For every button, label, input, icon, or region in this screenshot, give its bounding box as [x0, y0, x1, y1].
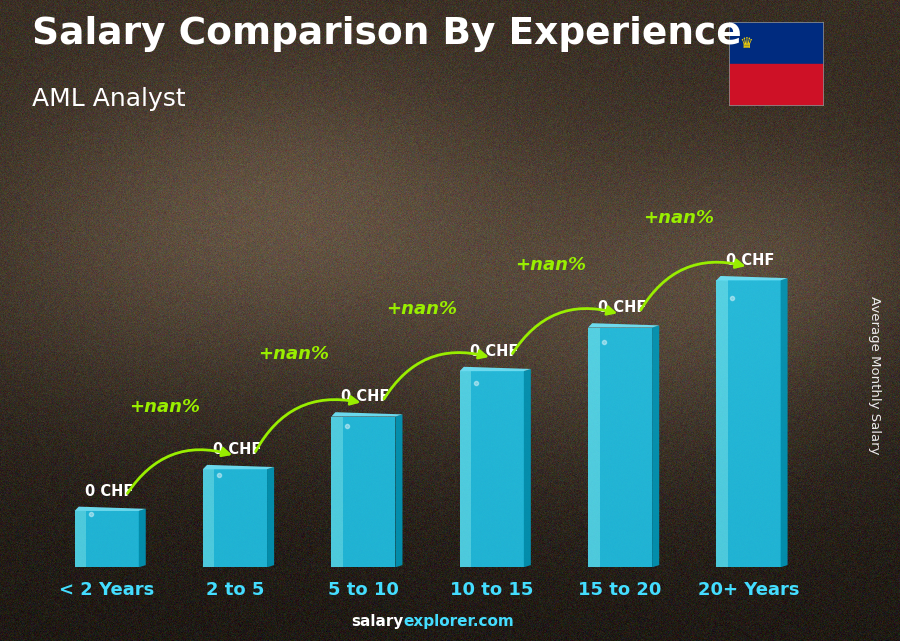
Polygon shape [588, 323, 659, 328]
Text: AML Analyst: AML Analyst [32, 87, 185, 110]
Text: Average Monthly Salary: Average Monthly Salary [868, 296, 881, 454]
Text: +nan%: +nan% [515, 256, 586, 274]
Polygon shape [86, 511, 139, 567]
Text: 0 CHF: 0 CHF [213, 442, 261, 457]
Text: +nan%: +nan% [643, 209, 714, 227]
Polygon shape [202, 469, 214, 567]
Bar [729, 64, 824, 106]
Text: +nan%: +nan% [258, 345, 328, 363]
Polygon shape [588, 328, 599, 567]
Polygon shape [728, 280, 780, 567]
Text: 0 CHF: 0 CHF [598, 300, 646, 315]
Polygon shape [395, 414, 402, 567]
Polygon shape [331, 412, 402, 417]
Polygon shape [460, 371, 472, 567]
Polygon shape [652, 326, 659, 567]
Polygon shape [524, 369, 531, 567]
Polygon shape [75, 511, 86, 567]
Text: 0 CHF: 0 CHF [726, 253, 775, 268]
Text: 0 CHF: 0 CHF [85, 483, 133, 499]
Polygon shape [267, 467, 274, 567]
Polygon shape [472, 371, 524, 567]
Bar [729, 22, 824, 64]
Polygon shape [716, 280, 728, 567]
Polygon shape [214, 469, 267, 567]
Polygon shape [202, 465, 274, 469]
Text: +nan%: +nan% [130, 398, 201, 416]
Text: ♛: ♛ [739, 36, 752, 51]
Text: 0 CHF: 0 CHF [470, 344, 518, 359]
Polygon shape [460, 367, 531, 371]
Polygon shape [716, 276, 788, 280]
Text: 0 CHF: 0 CHF [341, 389, 390, 404]
Text: Salary Comparison By Experience: Salary Comparison By Experience [32, 16, 742, 52]
Polygon shape [343, 417, 395, 567]
Text: explorer.com: explorer.com [403, 615, 514, 629]
Polygon shape [139, 509, 146, 567]
Polygon shape [599, 328, 652, 567]
Text: salary: salary [351, 615, 403, 629]
Polygon shape [780, 278, 788, 567]
Polygon shape [331, 417, 343, 567]
Text: +nan%: +nan% [386, 300, 457, 318]
Polygon shape [75, 506, 146, 511]
